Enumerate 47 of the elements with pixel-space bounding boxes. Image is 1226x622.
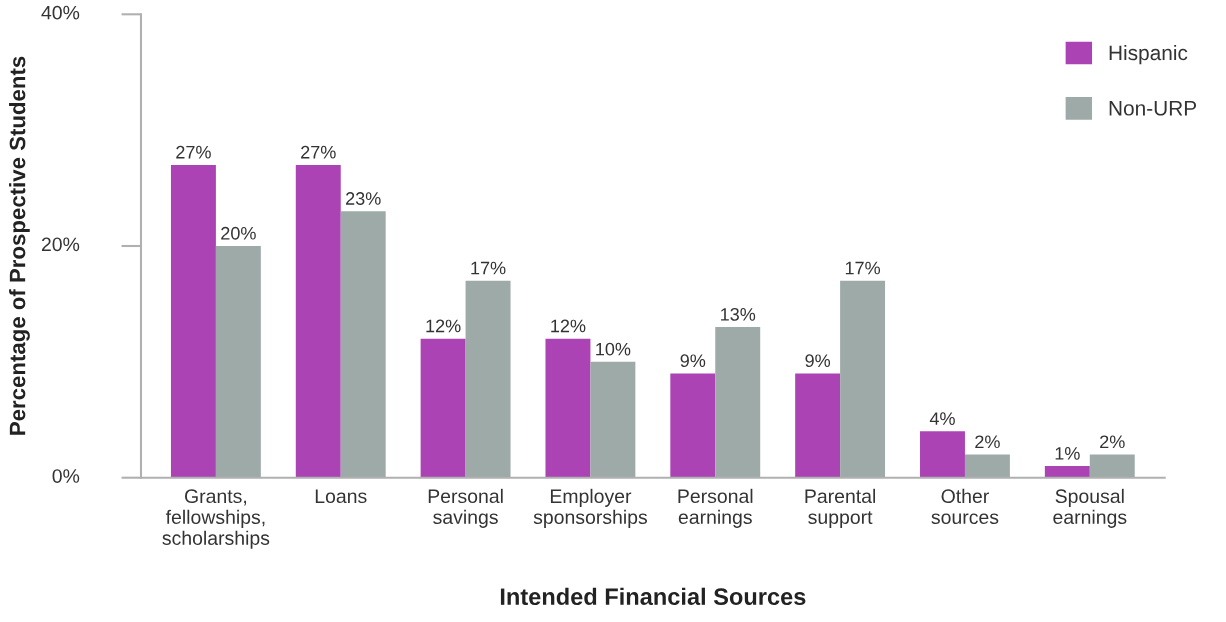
data-label: 17%: [471, 261, 506, 275]
bar: [715, 327, 761, 478]
y-tick-label: 0%: [52, 469, 80, 483]
bar: [590, 361, 636, 478]
data-label: 10%: [596, 342, 631, 356]
data-label: 4%: [929, 412, 955, 425]
bar: [170, 164, 216, 478]
y-tick-label: 40%: [41, 5, 80, 20]
bar: [215, 246, 261, 478]
data-label: 2%: [1100, 435, 1125, 449]
x-tick-label: Loans: [315, 489, 367, 504]
bar: [670, 373, 716, 478]
y-tick-label: 20%: [41, 237, 80, 252]
data-label: 9%: [805, 354, 831, 368]
x-tick-label: Spousal earnings: [1053, 488, 1127, 528]
bar: [795, 373, 841, 478]
data-label: 1%: [1055, 447, 1080, 460]
bar: [545, 338, 591, 478]
bar: [465, 280, 511, 478]
data-label: 23%: [346, 192, 381, 205]
data-label: 9%: [680, 354, 706, 368]
x-tick-label: Grants, fellowships, scholarships: [162, 489, 270, 549]
x-tick-label: Employer sponsorships: [533, 488, 648, 528]
data-label: 20%: [221, 226, 256, 240]
y-axis-title: Percentage of Prospective Students: [9, 56, 30, 435]
bar: [1044, 466, 1090, 478]
x-tick-label: Parental support: [805, 488, 876, 528]
legend-label: Hispanic: [1109, 44, 1188, 65]
data-label: 17%: [845, 261, 881, 275]
bar: [1089, 454, 1135, 478]
bar: [964, 454, 1010, 478]
data-label: 27%: [176, 145, 211, 159]
x-tick-label: Personal savings: [428, 488, 503, 528]
bar: [420, 338, 466, 478]
bar: [840, 280, 886, 478]
data-label: 13%: [721, 307, 756, 321]
bar: [920, 431, 965, 478]
data-label: 2%: [975, 435, 1000, 449]
x-tick-label: Personal earnings: [678, 488, 753, 528]
data-label: 27%: [301, 145, 336, 159]
data-label: 12%: [551, 319, 586, 333]
data-label: 12%: [426, 319, 461, 333]
bar: [340, 211, 386, 478]
x-axis-title: Intended Financial Sources: [500, 587, 806, 606]
bar: [295, 164, 341, 478]
x-tick-label: Other sources: [931, 488, 999, 525]
legend-label: Non-URP: [1109, 101, 1197, 116]
